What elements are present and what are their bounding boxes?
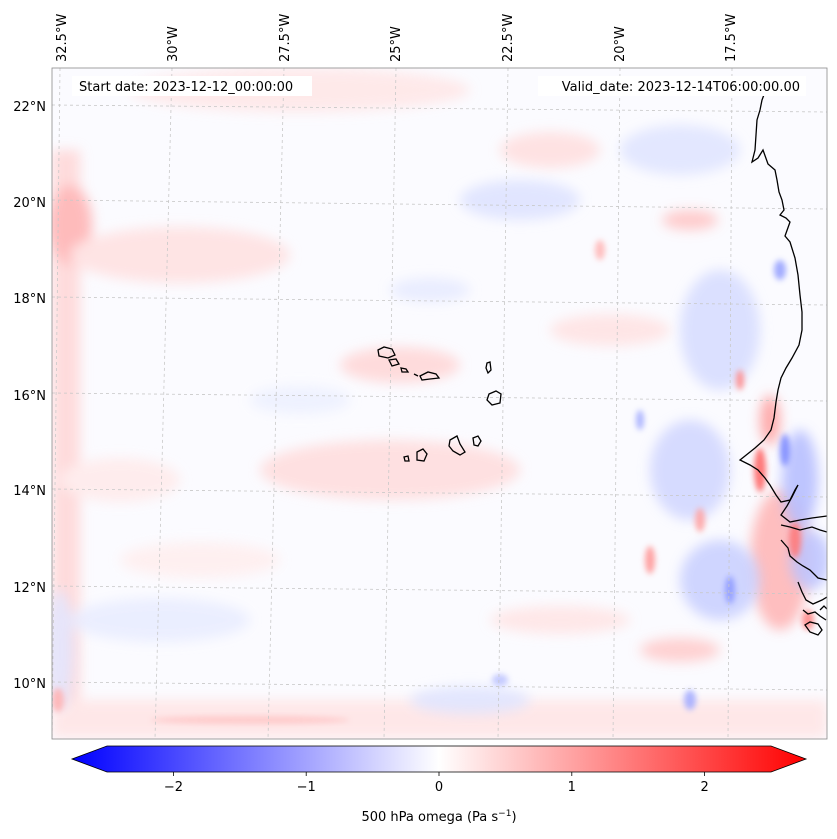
colorbar-label: 500 hPa omega (Pa s−1): [361, 809, 516, 825]
valid-date-label: Valid_date: 2023-12-14T06:00:00.00: [562, 80, 800, 95]
map-panel: Start date: 2023-12-12_00:00:00 Valid_da…: [51, 67, 828, 740]
lat-tick-labels: 22°N 20°N 18°N 16°N 14°N 12°N 10°N: [13, 100, 46, 692]
lat-tick-label: 10°N: [13, 677, 46, 692]
lat-tick-label: 18°N: [13, 292, 46, 307]
lat-tick-label: 16°N: [13, 389, 46, 404]
colorbar-tick-label: 1: [568, 780, 576, 795]
colorbar-tick-label: 2: [700, 780, 708, 795]
lon-tick-label: 17.5°W: [724, 14, 739, 62]
colorbar-tick-label: 0: [435, 780, 443, 795]
lon-tick-label: 22.5°W: [501, 14, 516, 62]
lon-tick-label: 32.5°W: [55, 14, 70, 62]
lat-tick-label: 12°N: [13, 581, 46, 596]
gridlines: [52, 68, 827, 739]
valid-date-box: [538, 76, 806, 96]
coastline: [738, 79, 827, 636]
lat-tick-label: 22°N: [13, 100, 46, 115]
start-date-label: Start date: 2023-12-12_00:00:00: [79, 80, 293, 95]
lon-tick-label: 30°W: [166, 26, 181, 62]
lon-tick-label: 20°W: [613, 26, 628, 62]
lat-tick-label: 20°N: [13, 196, 46, 211]
colorbar-tick-label: −2: [164, 780, 183, 795]
lon-tick-label: 27.5°W: [278, 14, 293, 62]
colorbar: −2 −1 0 1 2 500 hPa omega (Pa s−1): [70, 745, 808, 825]
lon-tick-labels: 32.5°W 30°W 27.5°W 25°W 22.5°W 20°W 17.5…: [55, 14, 739, 62]
colorbar-ticks: −2 −1 0 1 2: [164, 772, 709, 795]
colorbar-tick-label: −1: [297, 780, 316, 795]
lat-tick-label: 14°N: [13, 484, 46, 499]
colorbar-bar: [70, 745, 808, 773]
cape-verde-islands: [377, 346, 502, 462]
start-date-box: [72, 76, 312, 96]
lon-tick-label: 25°W: [389, 26, 404, 62]
map-frame: [51, 67, 828, 740]
